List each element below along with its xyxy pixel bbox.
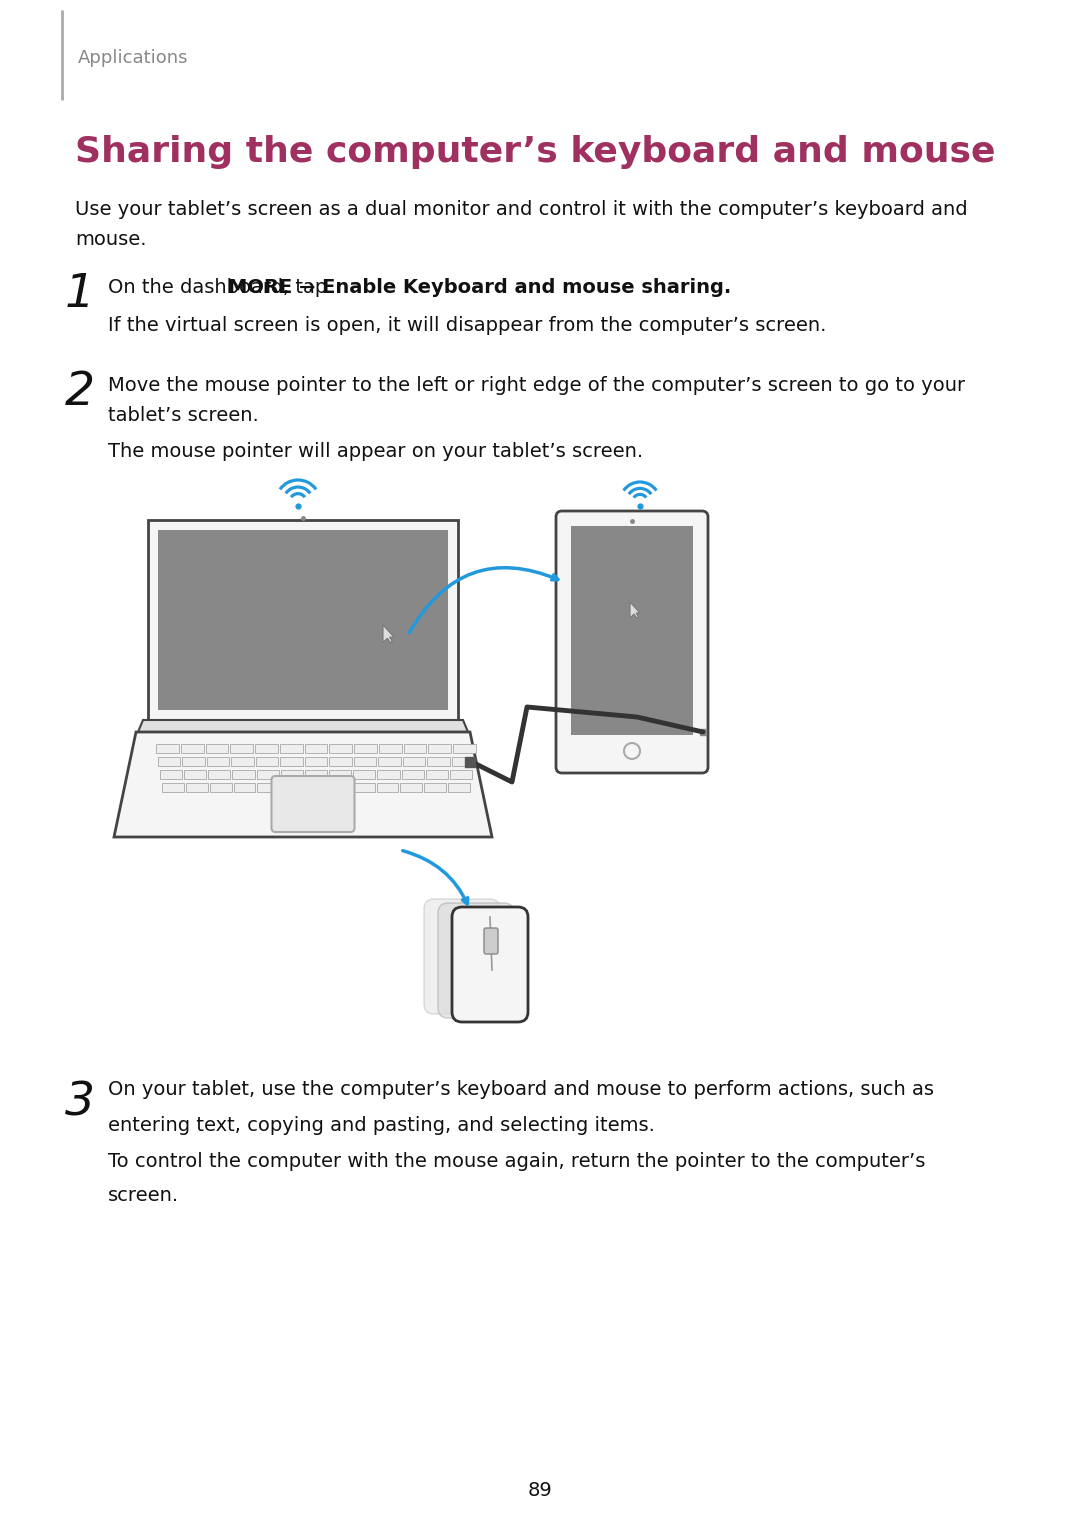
Text: Move the mouse pointer to the left or right edge of the computer’s screen to go : Move the mouse pointer to the left or ri…: [108, 376, 966, 395]
Text: 1: 1: [65, 272, 95, 318]
Text: Use your tablet’s screen as a dual monitor and control it with the computer’s ke: Use your tablet’s screen as a dual monit…: [75, 200, 968, 218]
Polygon shape: [281, 770, 302, 779]
Text: To control the computer with the mouse again, return the pointer to the computer: To control the computer with the mouse a…: [108, 1151, 926, 1171]
Polygon shape: [205, 744, 228, 753]
Polygon shape: [429, 744, 451, 753]
Polygon shape: [210, 783, 231, 793]
Polygon shape: [427, 757, 449, 767]
Text: On the dashboard, tap: On the dashboard, tap: [108, 278, 334, 296]
Polygon shape: [281, 757, 302, 767]
Polygon shape: [138, 721, 468, 731]
Polygon shape: [379, 744, 402, 753]
Text: 89: 89: [528, 1481, 552, 1500]
Polygon shape: [450, 770, 472, 779]
FancyBboxPatch shape: [424, 899, 500, 1014]
Polygon shape: [353, 757, 376, 767]
FancyBboxPatch shape: [556, 512, 708, 773]
Polygon shape: [230, 744, 253, 753]
Polygon shape: [383, 625, 394, 643]
Polygon shape: [377, 783, 399, 793]
Polygon shape: [305, 783, 327, 793]
FancyBboxPatch shape: [453, 907, 528, 1022]
Polygon shape: [454, 744, 476, 753]
Polygon shape: [353, 783, 375, 793]
Text: On your tablet, use the computer’s keyboard and mouse to perform actions, such a: On your tablet, use the computer’s keybo…: [108, 1080, 934, 1099]
Text: 2: 2: [65, 370, 95, 415]
Polygon shape: [162, 783, 184, 793]
Polygon shape: [404, 744, 427, 753]
Text: entering text, copying and pasting, and selecting items.: entering text, copying and pasting, and …: [108, 1116, 654, 1135]
Polygon shape: [180, 744, 203, 753]
Polygon shape: [451, 757, 474, 767]
Polygon shape: [185, 770, 206, 779]
Polygon shape: [305, 757, 327, 767]
Polygon shape: [329, 770, 351, 779]
Polygon shape: [148, 521, 458, 721]
Polygon shape: [305, 770, 327, 779]
Polygon shape: [354, 744, 377, 753]
Polygon shape: [232, 770, 255, 779]
Polygon shape: [401, 783, 422, 793]
Text: If the virtual screen is open, it will disappear from the computer’s screen.: If the virtual screen is open, it will d…: [108, 316, 826, 334]
Polygon shape: [378, 757, 401, 767]
Polygon shape: [403, 757, 426, 767]
Text: 3: 3: [65, 1080, 95, 1125]
Polygon shape: [156, 744, 179, 753]
Text: Applications: Applications: [78, 49, 189, 67]
Polygon shape: [160, 770, 183, 779]
Polygon shape: [257, 783, 280, 793]
Polygon shape: [280, 744, 302, 753]
Polygon shape: [255, 744, 278, 753]
Polygon shape: [233, 783, 255, 793]
Polygon shape: [186, 783, 207, 793]
Polygon shape: [426, 770, 448, 779]
Polygon shape: [329, 744, 352, 753]
Text: screen.: screen.: [108, 1186, 179, 1205]
FancyBboxPatch shape: [438, 902, 514, 1019]
Polygon shape: [231, 757, 254, 767]
Polygon shape: [257, 770, 279, 779]
Polygon shape: [377, 770, 400, 779]
Text: tablet’s screen.: tablet’s screen.: [108, 406, 259, 425]
Polygon shape: [114, 731, 492, 837]
FancyBboxPatch shape: [271, 776, 354, 832]
Polygon shape: [424, 783, 446, 793]
Polygon shape: [353, 770, 376, 779]
Polygon shape: [183, 757, 205, 767]
Text: mouse.: mouse.: [75, 231, 147, 249]
FancyBboxPatch shape: [484, 928, 498, 954]
Polygon shape: [158, 530, 448, 710]
Polygon shape: [630, 602, 640, 618]
Polygon shape: [281, 783, 303, 793]
Polygon shape: [571, 525, 693, 734]
Polygon shape: [305, 744, 327, 753]
Polygon shape: [329, 783, 351, 793]
Polygon shape: [256, 757, 279, 767]
Text: Sharing the computer’s keyboard and mouse: Sharing the computer’s keyboard and mous…: [75, 134, 996, 169]
Polygon shape: [329, 757, 352, 767]
Text: The mouse pointer will appear on your tablet’s screen.: The mouse pointer will appear on your ta…: [108, 441, 643, 461]
Text: MORE → Enable Keyboard and mouse sharing.: MORE → Enable Keyboard and mouse sharing…: [228, 278, 731, 296]
Polygon shape: [402, 770, 423, 779]
Polygon shape: [208, 770, 230, 779]
Polygon shape: [207, 757, 229, 767]
Polygon shape: [158, 757, 180, 767]
Polygon shape: [448, 783, 470, 793]
